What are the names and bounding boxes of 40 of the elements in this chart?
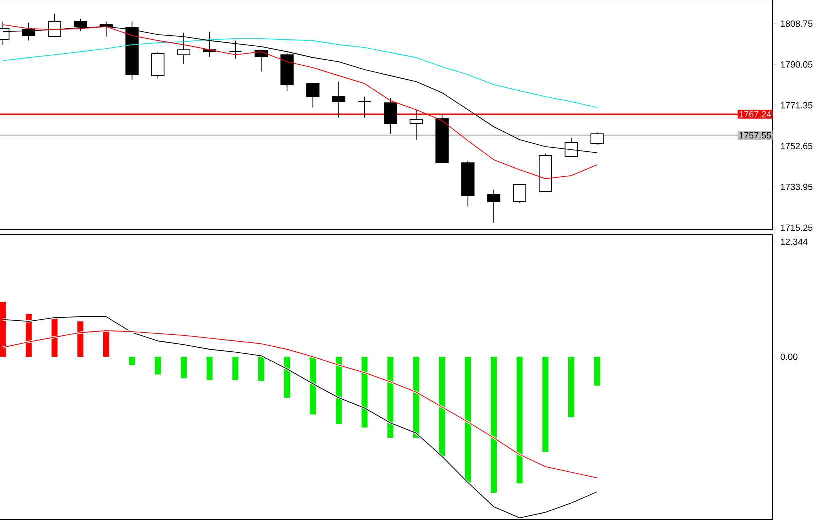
bar <box>542 357 549 452</box>
bar <box>258 357 264 382</box>
candlestick <box>358 96 372 118</box>
bar <box>465 357 472 483</box>
bar <box>388 357 394 438</box>
candlestick <box>332 81 346 118</box>
bar <box>180 357 187 378</box>
bar <box>594 357 600 386</box>
ref-line-label: 1757.55 <box>740 132 772 139</box>
y-tick-label: 1808.75 <box>781 20 813 28</box>
candlestick <box>384 98 398 134</box>
y-tick-label: 1771.35 <box>781 102 813 109</box>
candlestick <box>177 32 191 64</box>
bar <box>568 357 574 418</box>
bar <box>439 357 446 457</box>
y-tick-label: 1715.25 <box>781 224 813 232</box>
candlestick <box>229 40 242 60</box>
bar <box>310 357 316 415</box>
candlestick <box>590 132 604 146</box>
candlestick <box>487 189 501 224</box>
bar <box>206 357 213 380</box>
y-tick-label: 1733.95 <box>781 184 813 190</box>
y-tick-label: 1790.05 <box>781 62 813 68</box>
ref-line-label: 1767.24 <box>740 111 772 118</box>
bar <box>336 357 342 424</box>
bar <box>490 357 497 493</box>
candlestick <box>410 110 424 140</box>
bar <box>129 357 136 366</box>
y-tick-label: 1752.65 <box>781 143 813 150</box>
bar <box>413 357 420 438</box>
candlestick <box>306 83 320 108</box>
bar <box>155 357 162 375</box>
y-tick-label: 0.00 <box>780 354 798 360</box>
bar <box>362 357 368 428</box>
y-tick-label: 12.344 <box>781 238 808 246</box>
candlestick <box>152 52 165 80</box>
candlestick <box>513 184 526 204</box>
bar <box>516 357 523 484</box>
bar <box>284 357 290 398</box>
bar <box>232 357 239 380</box>
